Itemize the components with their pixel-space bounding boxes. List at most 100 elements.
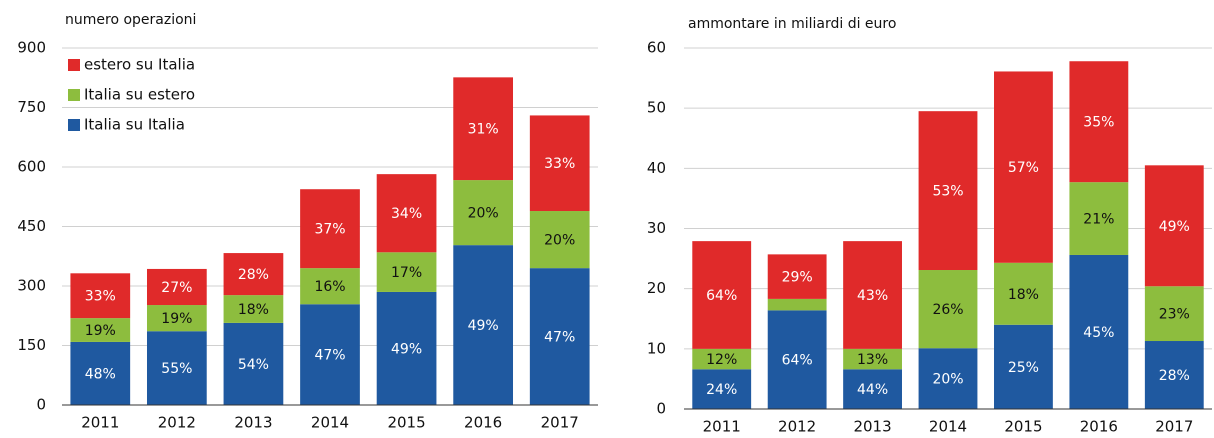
share-label: 34% [391, 206, 422, 222]
chart-title: numero operazioni [65, 12, 196, 28]
share-label: 16% [314, 279, 345, 295]
chart-title: ammontare in miliardi di euro [688, 16, 896, 32]
share-label: 19% [85, 323, 116, 339]
x-tick-label: 2017 [1155, 418, 1193, 435]
legend-swatch [68, 119, 80, 131]
bar-segment [994, 324, 1053, 409]
y-tick-label: 600 [17, 158, 46, 176]
share-label: 24% [706, 382, 737, 398]
share-label: 43% [857, 288, 888, 304]
share-label: 47% [314, 348, 345, 364]
share-label: 18% [1008, 287, 1039, 303]
y-tick-label: 30 [647, 219, 666, 237]
x-tick-label: 2016 [1080, 418, 1118, 435]
x-tick-label: 2015 [387, 414, 425, 432]
bar-segment [223, 322, 284, 405]
bar-segment [918, 270, 978, 349]
bar-segment [146, 331, 207, 405]
x-tick-label: 2013 [853, 418, 891, 435]
share-label: 33% [544, 156, 575, 172]
x-tick-label: 2017 [541, 414, 579, 432]
share-label: 49% [468, 318, 499, 334]
bar-segment [843, 241, 902, 349]
bar-segment [1144, 286, 1204, 342]
legend-label: Italia su estero [84, 86, 195, 104]
bar-segment [994, 71, 1053, 263]
share-label: 12% [706, 352, 737, 368]
bar-segment [1069, 254, 1129, 409]
y-tick-label: 60 [647, 39, 666, 57]
bar-segment [223, 295, 284, 323]
bar-segment [767, 298, 827, 311]
share-label: 17% [391, 265, 422, 281]
y-tick-label: 750 [17, 98, 46, 116]
bar-segment [767, 310, 827, 409]
bar-segment [529, 211, 590, 269]
share-label: 33% [85, 289, 116, 305]
bar-segment [146, 268, 207, 306]
share-label: 64% [782, 353, 813, 369]
bar-segment [70, 318, 131, 342]
legend-label: estero su Italia [84, 56, 195, 74]
bar-segment [453, 77, 514, 181]
x-tick-label: 2016 [464, 414, 502, 432]
share-label: 26% [932, 302, 963, 318]
bar-segment [529, 115, 590, 212]
bar-segment [1069, 182, 1129, 255]
x-tick-label: 2011 [703, 418, 741, 435]
y-tick-label: 50 [647, 99, 666, 117]
share-label: 49% [391, 341, 422, 357]
bar-segment [692, 369, 752, 409]
y-tick-label: 0 [36, 396, 46, 414]
bar-segment [529, 268, 590, 405]
bar-segment [453, 180, 514, 246]
share-label: 44% [857, 382, 888, 398]
bar-segment [692, 241, 752, 349]
share-label: 47% [544, 330, 575, 346]
bar-segment [146, 305, 207, 332]
bar-segment [1069, 61, 1129, 183]
bar-segment [1144, 341, 1204, 409]
x-tick-label: 2012 [778, 418, 816, 435]
share-label: 21% [1083, 212, 1114, 228]
share-label: 13% [857, 352, 888, 368]
x-tick-label: 2014 [929, 418, 967, 435]
y-tick-label: 20 [647, 279, 666, 297]
bar-segment [843, 348, 902, 370]
y-tick-label: 300 [17, 277, 46, 295]
share-label: 55% [161, 361, 192, 377]
share-label: 18% [238, 302, 269, 318]
bar-segment [300, 268, 360, 305]
share-label: 20% [544, 233, 575, 249]
x-tick-label: 2013 [234, 414, 272, 432]
x-tick-label: 2015 [1004, 418, 1042, 435]
share-label: 37% [314, 222, 345, 238]
bar-segment [376, 174, 437, 253]
bar-segment [918, 348, 978, 409]
bar-segment [843, 369, 902, 409]
bar-segment [223, 253, 284, 296]
bar-segment [300, 304, 360, 405]
y-tick-label: 0 [656, 400, 666, 418]
y-tick-label: 150 [17, 336, 46, 354]
y-tick-label: 10 [647, 339, 666, 357]
bar-segment [300, 189, 360, 269]
x-tick-label: 2014 [311, 414, 349, 432]
share-label: 27% [161, 280, 192, 296]
share-label: 28% [1159, 368, 1190, 384]
share-label: 49% [1159, 219, 1190, 235]
y-tick-label: 900 [17, 39, 46, 57]
share-label: 53% [932, 184, 963, 200]
bar-segment [70, 273, 131, 319]
share-label: 28% [238, 267, 269, 283]
bar-segment [994, 262, 1053, 325]
bar-segment [376, 252, 437, 292]
share-label: 25% [1008, 360, 1039, 376]
share-label: 45% [1083, 325, 1114, 341]
legend-swatch [68, 59, 80, 71]
bar-segment [767, 254, 827, 299]
share-label: 48% [85, 366, 116, 382]
share-label: 54% [238, 357, 269, 373]
share-label: 23% [1159, 307, 1190, 323]
